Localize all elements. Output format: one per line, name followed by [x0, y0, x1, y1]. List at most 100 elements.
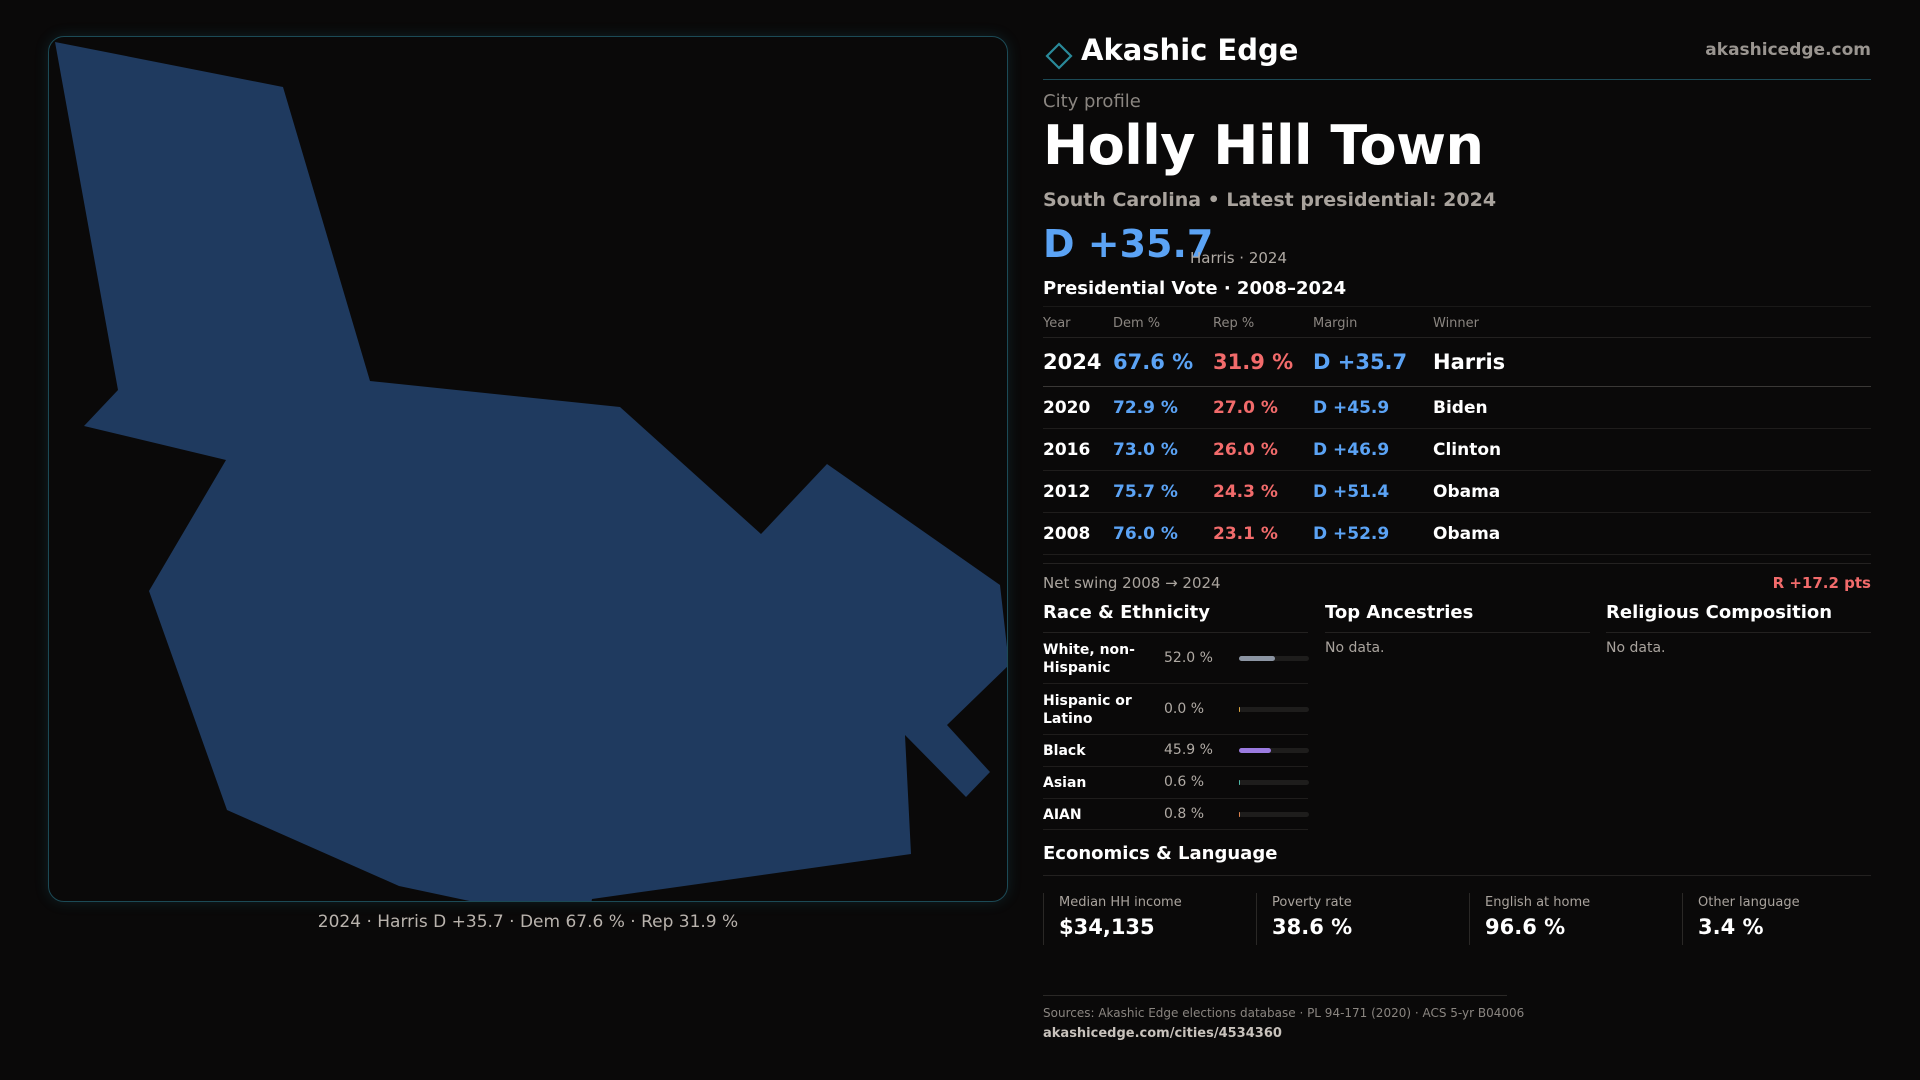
race-label: Black [1043, 743, 1086, 759]
col-header-dem: Dem % [1113, 316, 1161, 331]
vote-table-title: Presidential Vote · 2008–2024 [1043, 278, 1347, 299]
cell-winner: Obama [1433, 482, 1501, 502]
race-bar-track [1239, 812, 1309, 817]
econ-stat: Other language 3.4 % [1682, 893, 1871, 945]
table-row: 2012 75.7 % 24.3 % D +51.4 Obama [1043, 471, 1871, 513]
map-panel [48, 36, 1008, 902]
map-caption: 2024 · Harris D +35.7 · Dem 67.6 % · Rep… [317, 912, 739, 932]
cell-margin: D +51.4 [1313, 482, 1390, 502]
econ-label: Median HH income [1059, 895, 1182, 910]
vote-table: Year Dem % Rep % Margin Winner 2024 67.6… [1043, 306, 1871, 555]
cell-year: 2024 [1043, 350, 1102, 374]
cell-year: 2012 [1043, 482, 1091, 502]
econ-stat: Poverty rate 38.6 % [1256, 893, 1456, 945]
table-row: 2008 76.0 % 23.1 % D +52.9 Obama [1043, 513, 1871, 555]
religion-empty: No data. [1606, 640, 1666, 656]
econ-value: 96.6 % [1485, 915, 1566, 939]
col-header-year: Year [1043, 316, 1071, 331]
race-label: Asian [1043, 775, 1087, 791]
race-bar-fill [1239, 812, 1240, 817]
headline-margin: D +35.7 [1043, 222, 1214, 266]
race-pct: 52.0 % [1164, 650, 1213, 666]
cell-rep: 27.0 % [1213, 398, 1278, 418]
race-row: White, non-Hispanic 52.0 % [1043, 633, 1309, 684]
race-bar-track [1239, 707, 1309, 712]
cell-margin: D +46.9 [1313, 440, 1390, 460]
race-pct: 0.0 % [1164, 701, 1205, 717]
econ-value: 38.6 % [1272, 915, 1353, 939]
race-bar-track [1239, 748, 1309, 753]
cell-year: 2020 [1043, 398, 1091, 418]
race-label: White, non-Hispanic [1043, 642, 1135, 676]
cell-rep: 23.1 % [1213, 524, 1278, 544]
col-header-winner: Winner [1433, 316, 1480, 331]
col-header-rep: Rep % [1213, 316, 1255, 331]
profile-panel: Akashic Edge akashicedge.com City profil… [1043, 0, 1871, 1080]
race-row: Black 45.9 % [1043, 735, 1309, 767]
cell-winner: Obama [1433, 524, 1501, 544]
race-row: Hispanic or Latino 0.0 % [1043, 684, 1309, 735]
race-label: AIAN [1043, 807, 1082, 823]
cell-dem: 76.0 % [1113, 524, 1178, 544]
econ-value: $34,135 [1059, 915, 1155, 939]
cell-dem: 67.6 % [1113, 350, 1194, 374]
sources-note: Sources: Akashic Edge elections database… [1043, 995, 1524, 1020]
econ-stat: Median HH income $34,135 [1043, 893, 1243, 945]
cell-margin: D +35.7 [1313, 350, 1408, 374]
table-row: 2016 73.0 % 26.0 % D +46.9 Clinton [1043, 429, 1871, 471]
table-row: 2020 72.9 % 27.0 % D +45.9 Biden [1043, 387, 1871, 429]
cell-margin: D +52.9 [1313, 524, 1390, 544]
net-swing-row: Net swing 2008 → 2024 R +17.2 pts [1043, 563, 1871, 599]
cell-rep: 31.9 % [1213, 350, 1294, 374]
economics-title: Economics & Language [1043, 843, 1871, 876]
religion-title: Religious Composition [1606, 601, 1871, 633]
cell-dem: 72.9 % [1113, 398, 1178, 418]
econ-label: Other language [1698, 895, 1800, 910]
race-ethnicity-section: Race & Ethnicity White, non-Hispanic 52.… [1043, 601, 1309, 830]
cell-dem: 73.0 % [1113, 440, 1178, 460]
diamond-outline-icon [1045, 42, 1073, 70]
cell-margin: D +45.9 [1313, 398, 1390, 418]
cell-year: 2016 [1043, 440, 1091, 460]
page-url-link[interactable]: akashicedge.com/cities/4534360 [1043, 1026, 1282, 1041]
econ-label: Poverty rate [1272, 895, 1352, 910]
cell-year: 2008 [1043, 524, 1091, 544]
city-boundary-map [55, 42, 1008, 902]
race-ethnicity-title: Race & Ethnicity [1043, 601, 1308, 633]
net-swing-value: R +17.2 pts [1772, 574, 1871, 592]
econ-stat: English at home 96.6 % [1469, 893, 1669, 945]
ancestries-title: Top Ancestries [1325, 601, 1590, 633]
race-bar-fill [1239, 707, 1240, 712]
cell-winner: Harris [1433, 350, 1506, 374]
race-pct: 0.8 % [1164, 806, 1205, 822]
race-bar-fill [1239, 748, 1272, 753]
cell-winner: Biden [1433, 398, 1488, 418]
race-bar-fill [1239, 780, 1240, 785]
race-row: AIAN 0.8 % [1043, 799, 1309, 830]
ancestries-section: Top Ancestries No data. [1325, 601, 1590, 656]
cell-dem: 75.7 % [1113, 482, 1178, 502]
col-header-margin: Margin [1313, 316, 1358, 331]
race-bar-track [1239, 656, 1309, 661]
econ-label: English at home [1485, 895, 1591, 910]
city-boundary-shape[interactable] [55, 42, 1008, 902]
page-subtitle: South Carolina • Latest presidential: 20… [1043, 189, 1497, 211]
cell-winner: Clinton [1433, 440, 1502, 460]
brand-url-link[interactable]: akashicedge.com [1705, 40, 1871, 60]
brand-header: Akashic Edge akashicedge.com [1043, 30, 1871, 80]
econ-value: 3.4 % [1698, 915, 1764, 939]
race-row: Asian 0.6 % [1043, 767, 1309, 799]
race-bar-track [1239, 780, 1309, 785]
religion-section: Religious Composition No data. [1606, 601, 1871, 656]
page-title: Holly Hill Town [1043, 114, 1484, 177]
brand-name[interactable]: Akashic Edge [1081, 33, 1299, 67]
race-label: Hispanic or Latino [1043, 693, 1132, 727]
race-bar-fill [1239, 656, 1276, 661]
vote-table-header: Year Dem % Rep % Margin Winner [1043, 306, 1871, 338]
page-eyebrow: City profile [1043, 91, 1141, 112]
cell-rep: 26.0 % [1213, 440, 1278, 460]
headline-meta: Harris · 2024 [1190, 249, 1288, 267]
race-pct: 0.6 % [1164, 774, 1205, 790]
ancestries-empty: No data. [1325, 640, 1385, 656]
table-row: 2024 67.6 % 31.9 % D +35.7 Harris [1043, 338, 1871, 387]
